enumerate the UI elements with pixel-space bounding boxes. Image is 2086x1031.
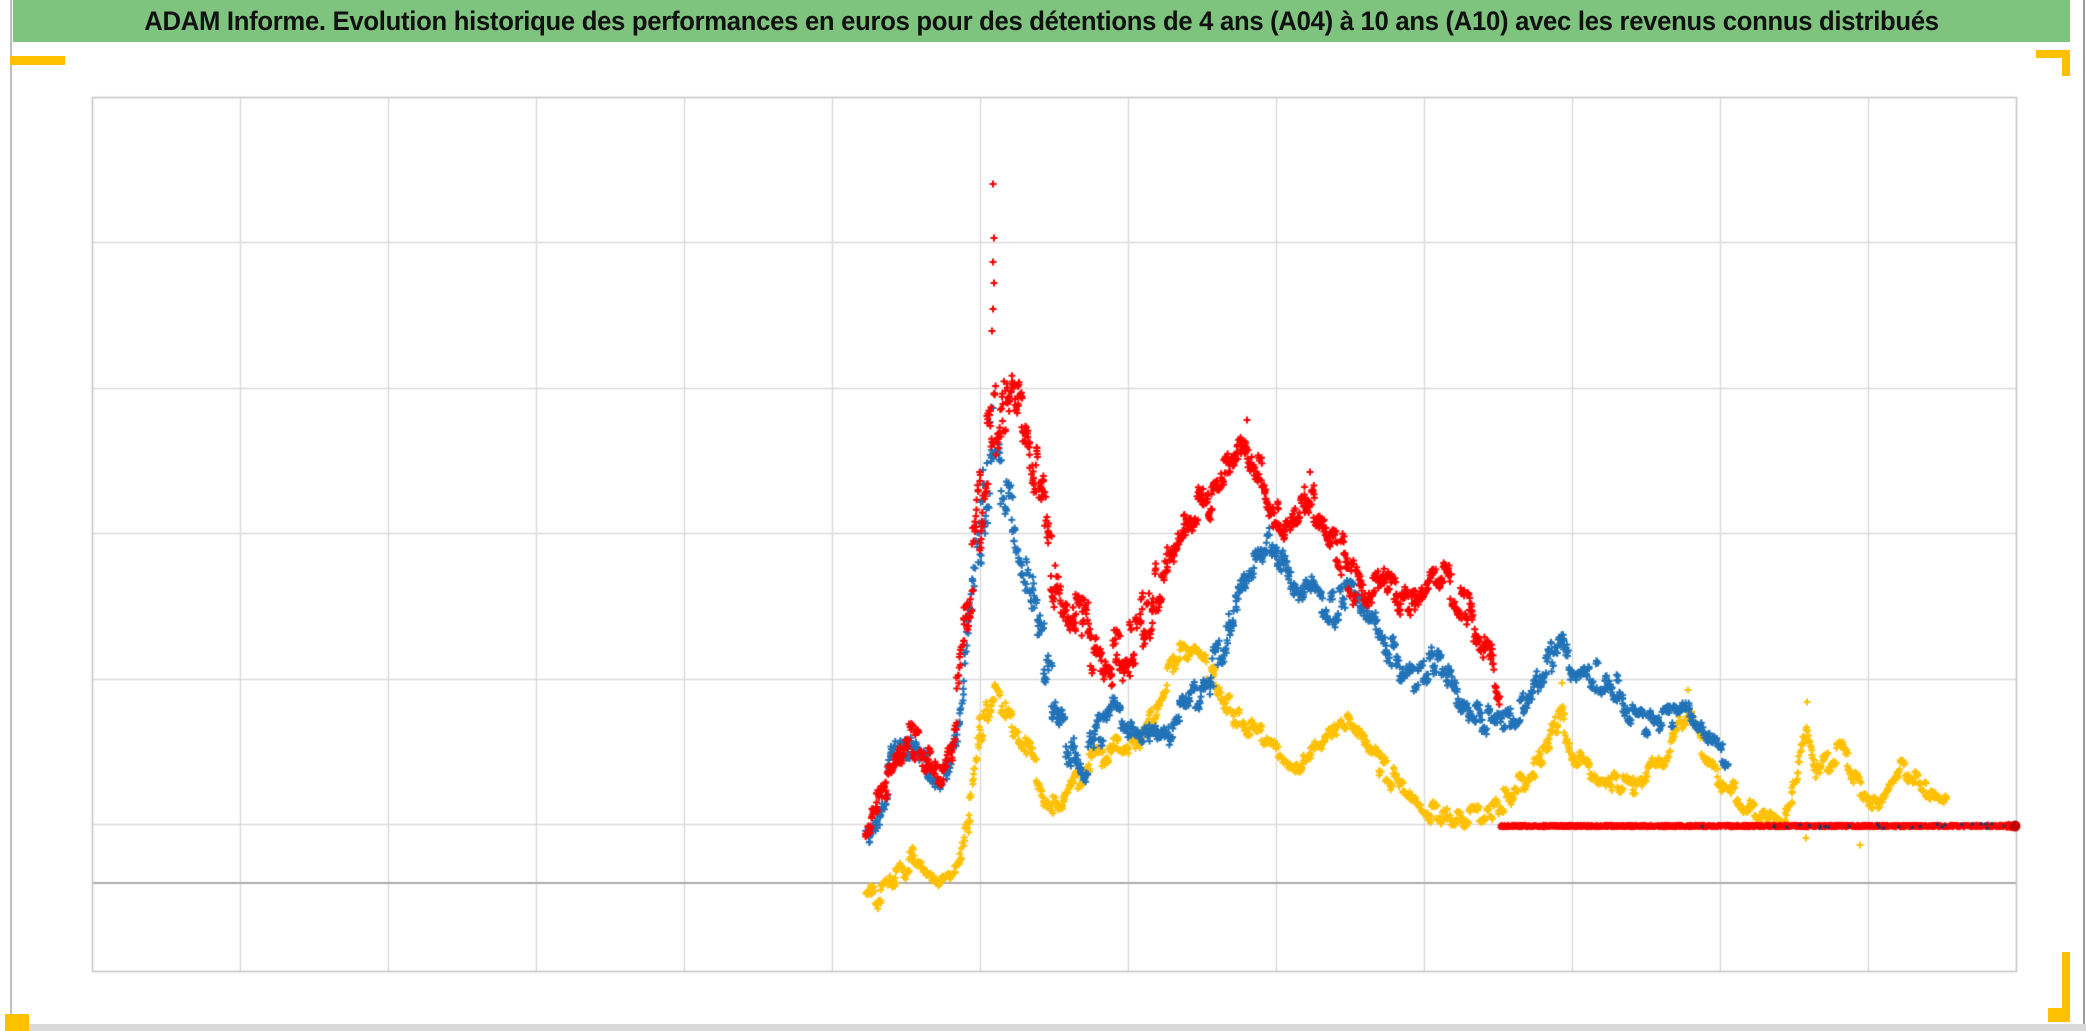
gold-frame-corner-top-right-h (2036, 50, 2070, 58)
gold-frame-corner-bottom-right-v (2062, 952, 2070, 1014)
chart-title-bar: ADAM Informe. Evolution historique des p… (13, 0, 2070, 42)
gold-frame-corner-bottom-right-foot (2048, 1008, 2070, 1022)
gold-frame-corner-bottom-left (5, 1014, 29, 1031)
gold-frame-corner-top-left (10, 56, 65, 65)
gold-frame-corner-top-right-v (2062, 50, 2070, 76)
chart-title: ADAM Informe. Evolution historique des p… (144, 5, 1939, 36)
